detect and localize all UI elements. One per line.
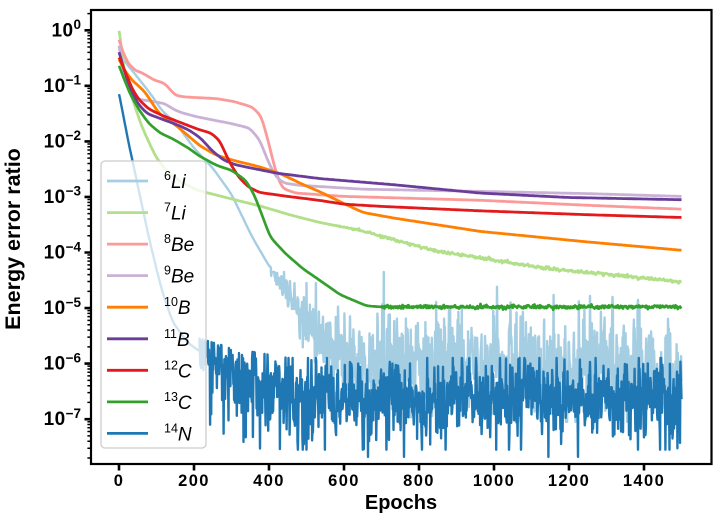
svg-text:10−1: 10−1 xyxy=(44,73,82,97)
svg-text:14N: 14N xyxy=(164,421,192,445)
svg-text:10−7: 10−7 xyxy=(44,406,81,430)
svg-text:13C: 13C xyxy=(164,390,192,414)
svg-text:Epochs: Epochs xyxy=(365,492,437,514)
svg-text:8Be: 8Be xyxy=(164,232,194,256)
svg-text:10−5: 10−5 xyxy=(44,295,82,319)
svg-text:0: 0 xyxy=(114,472,125,490)
svg-text:1400: 1400 xyxy=(623,472,665,490)
svg-text:1000: 1000 xyxy=(473,472,515,490)
svg-text:800: 800 xyxy=(403,472,435,490)
svg-text:1200: 1200 xyxy=(548,472,590,490)
svg-text:10−2: 10−2 xyxy=(44,128,81,152)
svg-text:9Be: 9Be xyxy=(164,264,194,288)
svg-text:7Li: 7Li xyxy=(164,201,187,225)
svg-text:100: 100 xyxy=(52,17,81,41)
svg-text:Energy error ratio: Energy error ratio xyxy=(1,148,25,330)
svg-text:200: 200 xyxy=(178,472,210,490)
svg-text:11B: 11B xyxy=(164,327,190,351)
svg-text:600: 600 xyxy=(328,472,360,490)
svg-text:6Li: 6Li xyxy=(164,169,187,193)
svg-text:10−3: 10−3 xyxy=(44,184,82,208)
svg-text:10B: 10B xyxy=(164,295,191,319)
svg-text:12C: 12C xyxy=(164,358,192,382)
svg-text:400: 400 xyxy=(253,472,285,490)
